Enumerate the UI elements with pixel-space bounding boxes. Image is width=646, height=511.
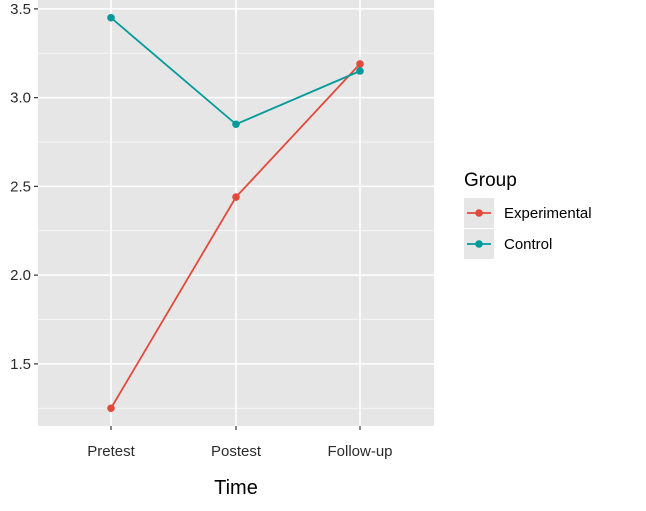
data-point bbox=[232, 193, 240, 201]
y-tick-label: 3.5 bbox=[10, 1, 31, 18]
legend-key-point bbox=[475, 240, 483, 248]
legend-label: Control bbox=[504, 236, 552, 253]
y-tick-label: 2.5 bbox=[10, 178, 31, 195]
y-tick-label: 2.0 bbox=[10, 267, 31, 284]
data-point bbox=[356, 67, 364, 75]
data-point bbox=[107, 13, 115, 22]
x-tick-label: Postest bbox=[211, 443, 262, 460]
data-point bbox=[356, 60, 364, 68]
legend-title: Group bbox=[464, 170, 517, 191]
legend: Group Experimental Control bbox=[458, 163, 598, 263]
x-axis: Pretest Postest Follow-up bbox=[87, 426, 393, 460]
y-tick-label: 3.0 bbox=[10, 90, 31, 107]
series-layer bbox=[107, 13, 364, 413]
x-tick-label: Follow-up bbox=[327, 443, 392, 460]
y-tick-label: 1.5 bbox=[10, 356, 31, 373]
legend-label: Experimental bbox=[504, 205, 592, 222]
legend-items: Experimental Control bbox=[464, 198, 592, 259]
x-tick-label: Pretest bbox=[87, 443, 135, 460]
data-point bbox=[232, 120, 240, 129]
y-axis: 1.5 2.0 2.5 3.0 3.5 bbox=[10, 1, 38, 373]
data-point bbox=[107, 404, 115, 413]
legend-key-point bbox=[475, 209, 483, 217]
x-axis-title: Time bbox=[214, 477, 258, 499]
